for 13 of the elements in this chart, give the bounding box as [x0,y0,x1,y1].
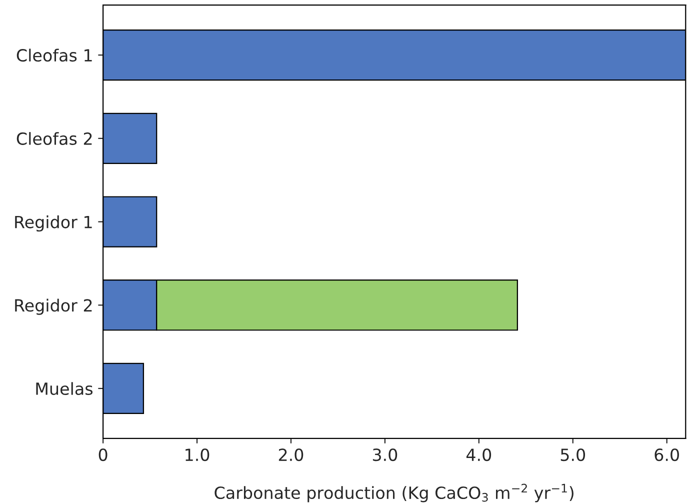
x-tick-label: 1.0 [186,448,210,462]
x-tick-label: 0 [98,448,108,462]
y-tick-label: Regidor 2 [15,298,92,315]
x-tick-label: 2.0 [278,448,304,462]
x-tick-label: 6.0 [654,448,679,462]
x-axis-title: Carbonate production (Kg CaCO$_{3}$ m$^{−2}$ yr$^{−1}$) [214,484,574,502]
x-tick-label: 5.0 [560,448,586,462]
x-tick-label: 3.0 [372,448,398,462]
y-tick-label: Muelas [36,382,93,396]
x-tick-label: 4.0 [466,448,492,462]
y-tick-label: Regidor 1 [15,215,92,232]
y-tick-label: Cleofas 1 [16,48,92,62]
y-tick-label: Cleofas 2 [16,132,92,145]
